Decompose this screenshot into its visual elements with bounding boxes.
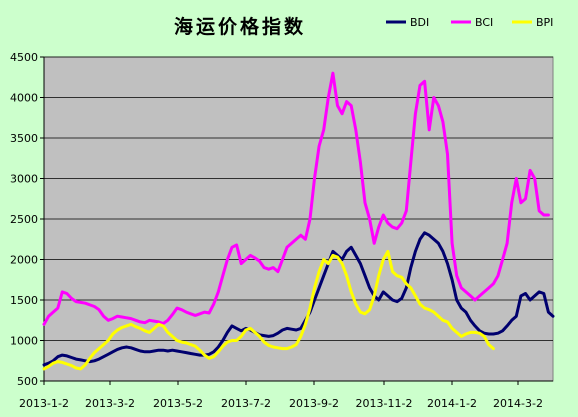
y-tick-label: 500	[17, 375, 38, 388]
y-tick-label: 2000	[10, 254, 38, 267]
legend-label-bci: BCI	[475, 16, 493, 29]
x-tick-label: 2013-11-2	[356, 397, 413, 410]
series-line-bdi	[42, 231, 555, 367]
y-tick-label: 1500	[10, 294, 38, 307]
legend-label-bdi: BDI	[410, 16, 429, 29]
x-tick-label: 2013-7-2	[221, 397, 271, 410]
series-line-bpi	[42, 249, 495, 371]
x-tick-label: 2013-1-2	[19, 397, 69, 410]
x-tick-label: 2014-3-2	[493, 397, 543, 410]
series-line-bci	[42, 71, 550, 326]
chart-title: 海运价格指数	[173, 16, 306, 38]
y-tick-label: 4000	[10, 92, 38, 105]
x-tick-label: 2013-9-2	[289, 397, 339, 410]
x-tick-label: 2013-5-2	[153, 397, 203, 410]
y-tick-label: 3500	[10, 132, 38, 145]
y-tick-label: 2500	[10, 213, 38, 226]
x-tick-label: 2014-1-2	[427, 397, 477, 410]
y-tick-label: 1000	[10, 335, 38, 348]
y-tick-label: 4500	[10, 51, 38, 64]
y-tick-label: 3000	[10, 173, 38, 186]
legend-label-bpi: BPI	[536, 16, 553, 29]
x-tick-label: 2013-3-2	[85, 397, 135, 410]
